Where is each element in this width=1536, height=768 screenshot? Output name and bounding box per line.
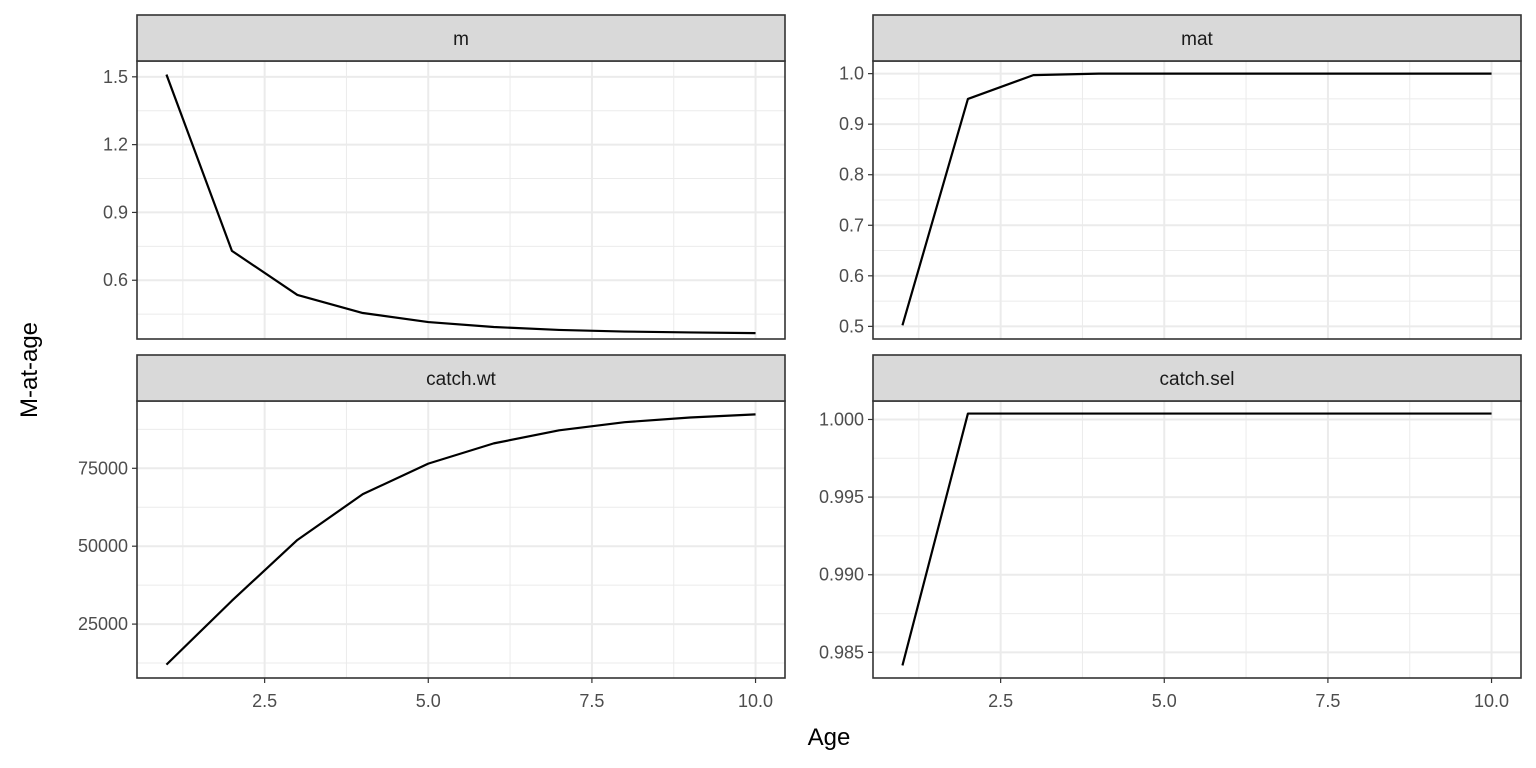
y-tick-label: 0.985 — [819, 642, 864, 662]
panel-mat: 0.5 0.6 0.7 0.8 0.9 1.0 mat — [839, 14, 1522, 340]
y-tick-label: 0.6 — [839, 266, 864, 286]
panels: 0.6 0.9 1.2 1.5 m 0.5 0.6 0.7 0.8 0.9 1.0 mat 25000 5… — [78, 14, 1522, 711]
x-tick-label: 2.5 — [252, 691, 277, 711]
x-tick-label: 10.0 — [1474, 691, 1509, 711]
panel-m: 0.6 0.9 1.2 1.5 m — [103, 14, 786, 340]
y-tick-label: 50000 — [78, 536, 128, 556]
facet-strip — [872, 354, 1522, 402]
x-tick-label: 7.5 — [1315, 691, 1340, 711]
y-tick-label: 1.2 — [103, 135, 128, 155]
y-tick-label: 0.9 — [839, 114, 864, 134]
panel-catch-sel: 0.985 0.990 0.995 1.000 catch.sel 2.5 5.0 7.5 10… — [819, 354, 1522, 711]
y-tick-label: 1.0 — [839, 64, 864, 84]
y-tick-label: 0.7 — [839, 215, 864, 235]
facet-strip — [136, 14, 786, 62]
facet-strip — [136, 354, 786, 402]
x-axis-title: Age — [808, 724, 851, 751]
plot-background — [137, 61, 785, 339]
plot-background — [137, 401, 785, 678]
y-tick-label: 0.6 — [103, 270, 128, 290]
x-tick-label: 5.0 — [416, 691, 441, 711]
y-tick-label: 1.000 — [819, 409, 864, 429]
series-line — [165, 74, 756, 335]
y-tick-label: 75000 — [78, 458, 128, 478]
panel-catch-wt: 25000 50000 75000 catch.wt 2.5 5.0 7.5 10.0 — [78, 354, 786, 711]
series-line — [901, 412, 1492, 666]
x-tick-label: 10.0 — [738, 691, 773, 711]
y-tick-label: 0.8 — [839, 165, 864, 185]
y-axis-title: M-at-age — [16, 322, 43, 418]
series-line — [901, 72, 1492, 326]
series-line — [165, 413, 756, 666]
y-tick-label: 25000 — [78, 614, 128, 634]
x-tick-label: 2.5 — [988, 691, 1013, 711]
facet-strip-label: m — [453, 29, 469, 50]
y-tick-label: 0.995 — [819, 487, 864, 507]
facet-strip-label: catch.sel — [1160, 369, 1235, 390]
facet-strip — [872, 14, 1522, 62]
facet-strip-label: mat — [1181, 29, 1213, 50]
y-tick-label: 0.9 — [103, 202, 128, 222]
facet-strip-label: catch.wt — [426, 369, 496, 390]
y-tick-label: 0.5 — [839, 316, 864, 336]
x-tick-label: 7.5 — [579, 691, 604, 711]
y-tick-label: 0.990 — [819, 565, 864, 585]
y-tick-label: 1.5 — [103, 67, 128, 87]
plot-background — [873, 401, 1521, 678]
x-tick-label: 5.0 — [1152, 691, 1177, 711]
